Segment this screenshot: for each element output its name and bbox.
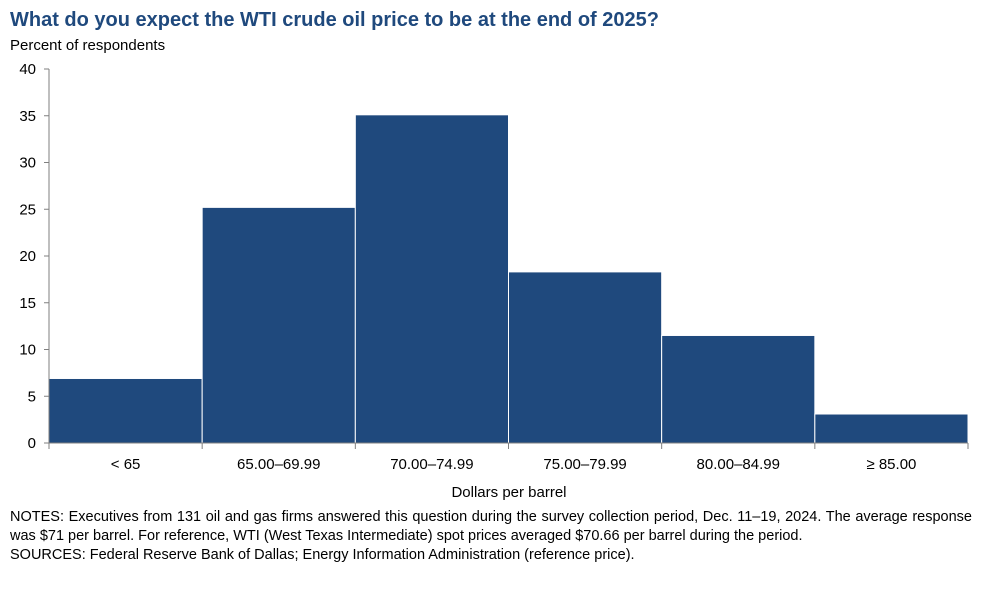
- bar-1: [48, 377, 203, 444]
- y-tick-label: 35: [19, 108, 36, 125]
- x-tick-label: 70.00–74.99: [390, 456, 473, 473]
- notes-text: NOTES: Executives from 131 oil and gas f…: [10, 509, 972, 544]
- y-axis-label: Percent of respondents: [10, 37, 166, 54]
- sources-text: SOURCES: Federal Reserve Bank of Dallas;…: [10, 547, 635, 563]
- x-tick-label: 80.00–84.99: [697, 456, 780, 473]
- x-tick-label: ≥ 85.00: [866, 456, 916, 473]
- bar-4: [508, 271, 663, 444]
- bar-5: [661, 334, 816, 444]
- x-axis-label: Dollars per barrel: [451, 484, 566, 501]
- x-tick-label: < 65: [111, 456, 141, 473]
- y-tick-label: 0: [28, 435, 36, 452]
- y-axis: 0 5 10 15 20 25 30 35 40: [19, 61, 50, 452]
- y-tick-label: 40: [19, 61, 36, 78]
- bar-chart: 0 5 10 15 20 25 30 35 40 < 65 65.00–69.99 70.00–74…: [19, 61, 969, 501]
- x-tick-label: 75.00–79.99: [543, 456, 626, 473]
- y-tick-label: 10: [19, 342, 36, 359]
- x-tick-label: 65.00–69.99: [237, 456, 320, 473]
- bar-6: [814, 413, 969, 444]
- x-axis: < 65 65.00–69.99 70.00–74.99 75.00–79.99 80.…: [48, 442, 969, 473]
- bar-3: [354, 114, 510, 444]
- notes-block: NOTES: Executives from 131 oil and gas f…: [10, 508, 972, 565]
- y-tick-label: 15: [19, 295, 36, 312]
- chart-title: What do you expect the WTI crude oil pri…: [10, 9, 659, 31]
- bars-group: [48, 114, 969, 444]
- bar-2: [201, 206, 356, 444]
- y-tick-label: 5: [28, 388, 36, 405]
- y-tick-label: 25: [19, 201, 36, 218]
- y-tick-label: 30: [19, 155, 36, 172]
- y-tick-label: 20: [19, 248, 36, 265]
